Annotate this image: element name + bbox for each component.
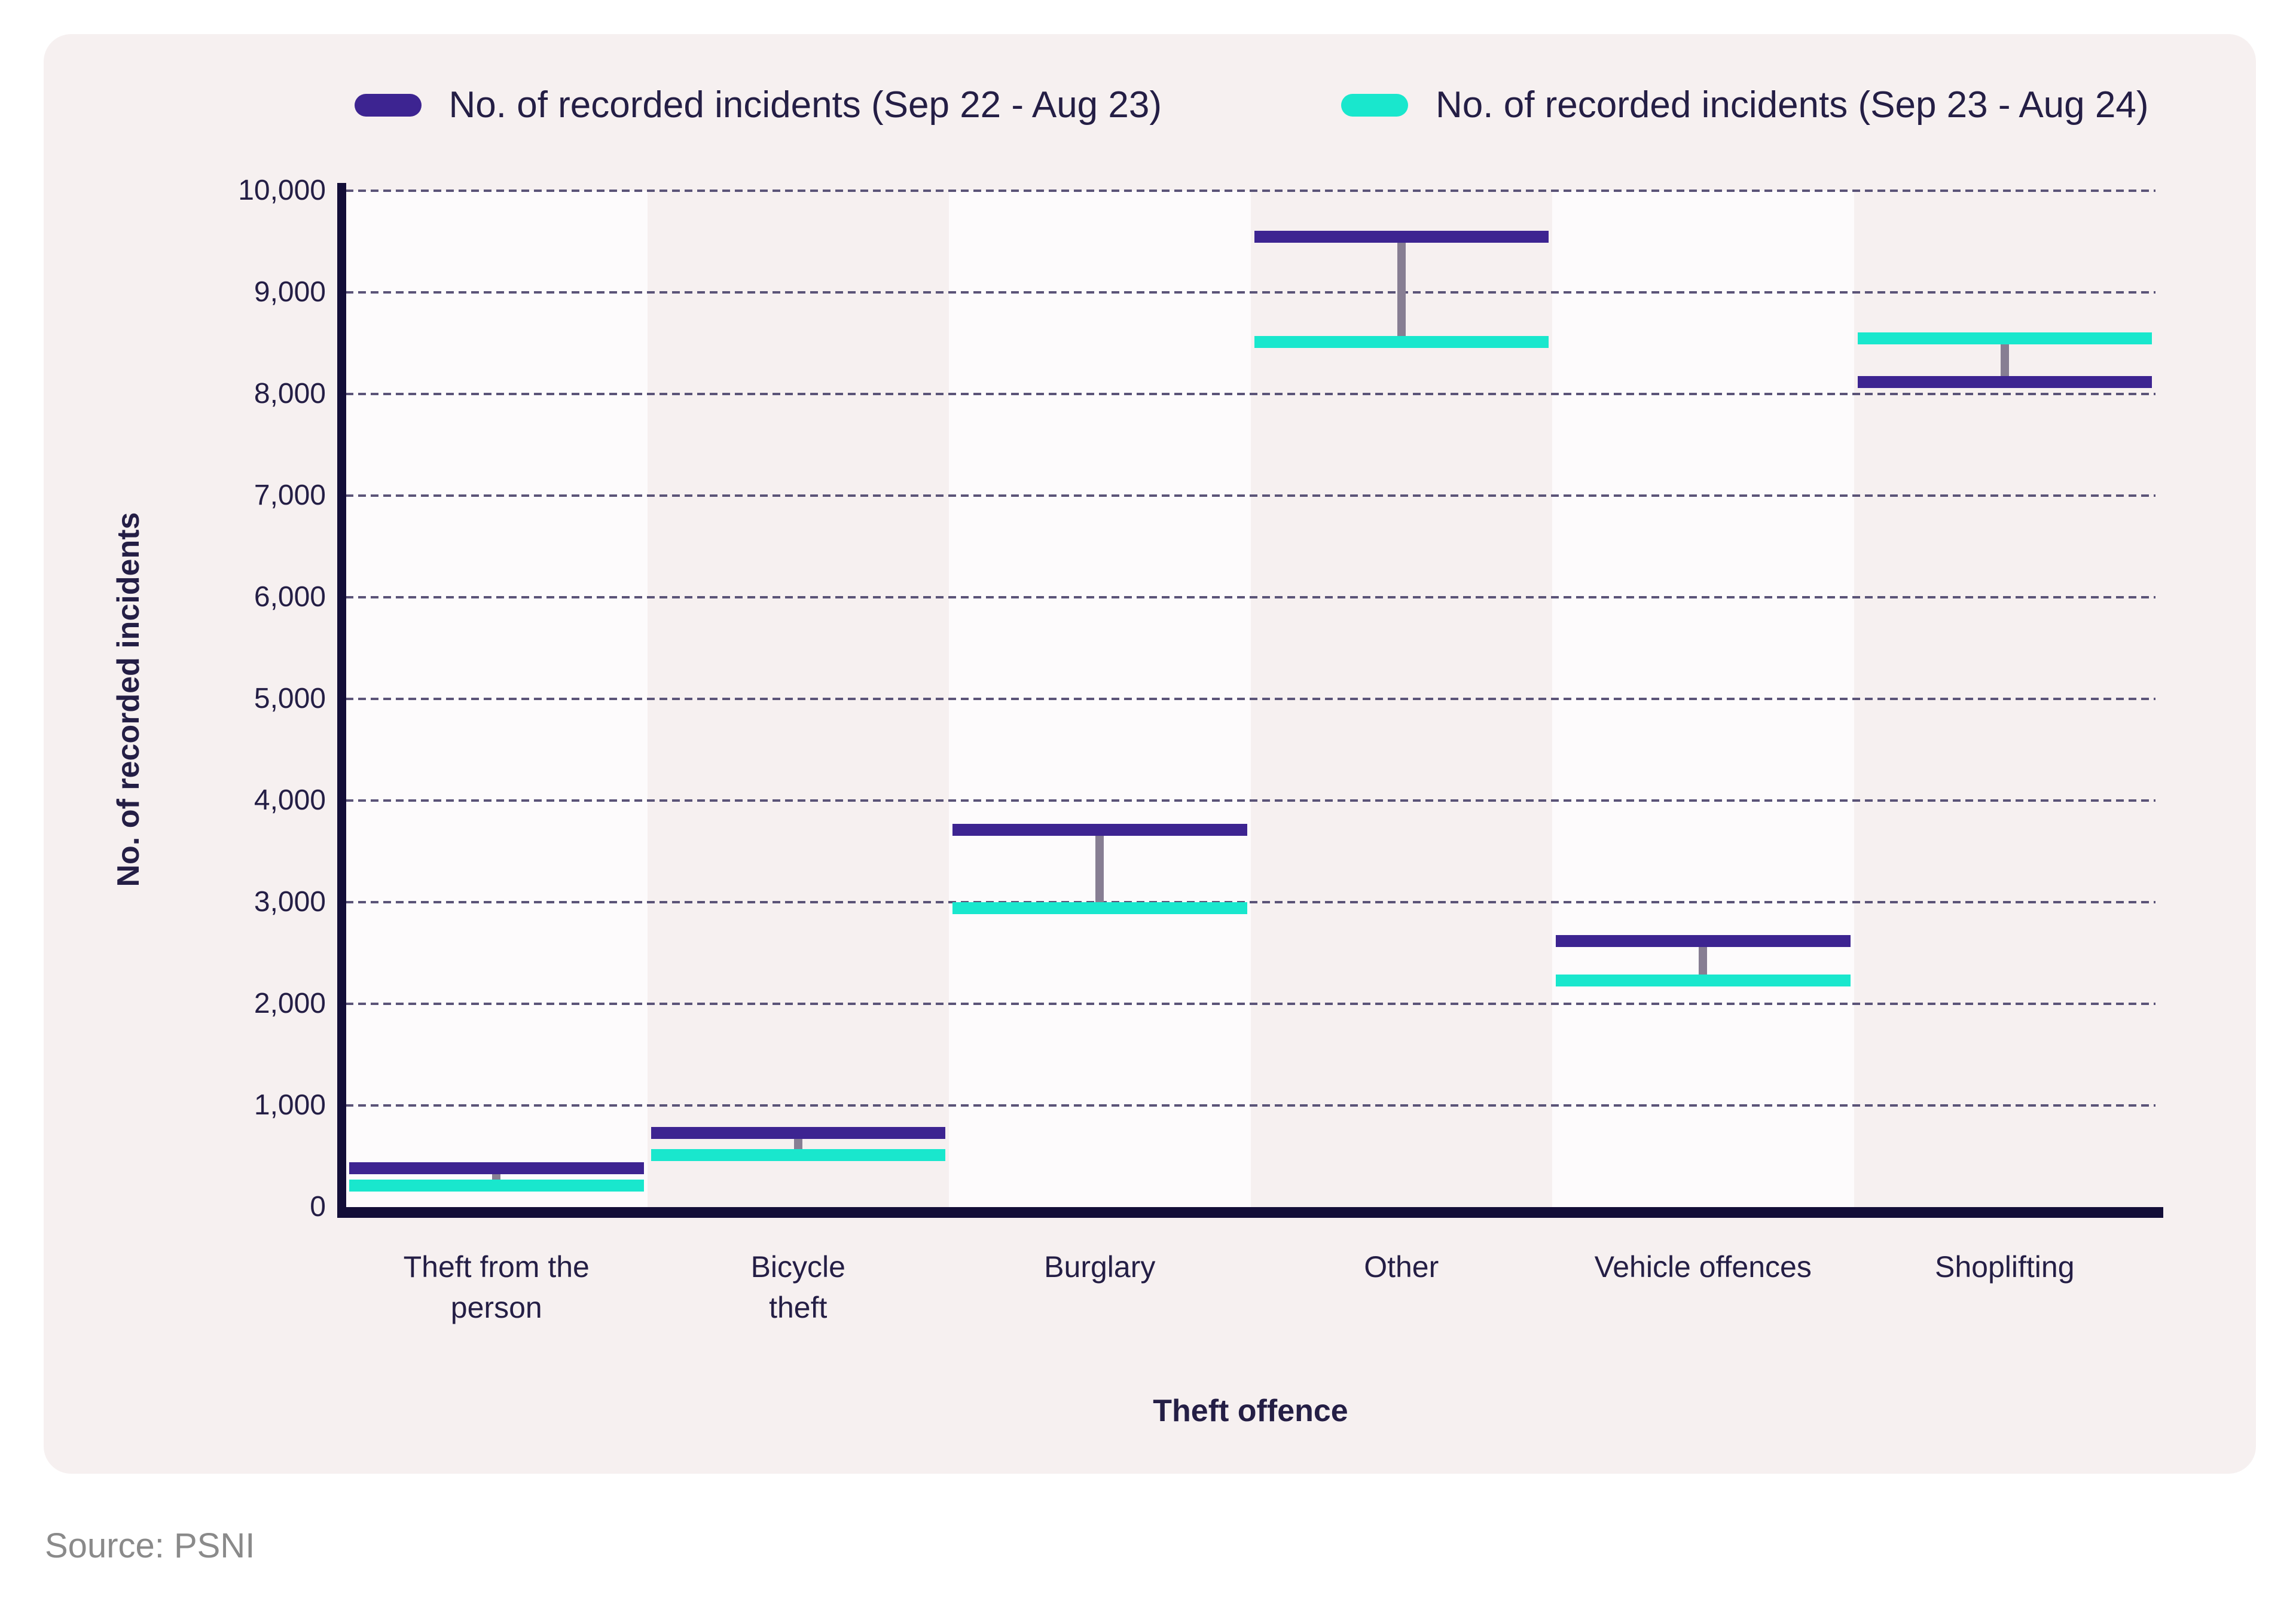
chart-legend: No. of recorded incidents (Sep 22 - Aug … [346, 84, 2157, 126]
connector-line [2000, 344, 2009, 376]
bar-sep22-aug23 [1556, 934, 1851, 947]
y-tick-label: 9,000 [254, 276, 326, 308]
gridline-5000 [346, 698, 2155, 700]
bar-sep23-aug24 [1857, 332, 2152, 344]
y-tick-label: 4,000 [254, 784, 326, 816]
bar-sep22-aug23 [349, 1162, 644, 1175]
connector-line [492, 1174, 501, 1180]
connector-line [1397, 242, 1406, 337]
y-tick-label: 1,000 [254, 1089, 326, 1121]
y-tick-label: 3,000 [254, 886, 326, 918]
gridline-7000 [346, 494, 2155, 497]
y-tick-label: 10,000 [238, 175, 326, 206]
category-label: Vehicle offences [1594, 1250, 1812, 1284]
bar-sep22-aug23 [651, 1126, 945, 1139]
bar-sep23-aug24 [349, 1180, 644, 1192]
x-axis-title: Theft offence [1153, 1394, 1348, 1428]
connector-line [793, 1138, 802, 1150]
y-tick-label: 5,000 [254, 683, 326, 714]
category-label: Bicycle theft [750, 1250, 845, 1324]
gridline-3000 [346, 901, 2155, 903]
legend-label: No. of recorded incidents (Sep 22 - Aug … [448, 84, 1162, 126]
legend-swatch-purple [354, 93, 422, 117]
y-tick-label: 7,000 [254, 479, 326, 511]
gridline-8000 [346, 393, 2155, 395]
category-label: Other [1364, 1250, 1439, 1284]
gridline-4000 [346, 799, 2155, 802]
bar-sep23-aug24 [1556, 974, 1851, 986]
bar-sep23-aug24 [651, 1149, 945, 1162]
bar-sep22-aug23 [952, 824, 1247, 836]
connector-line [1699, 946, 1708, 975]
legend-swatch-teal [1341, 93, 1408, 117]
legend-item-sep23-aug24: No. of recorded incidents (Sep 23 - Aug … [1341, 84, 2148, 126]
y-tick-label: 0 [310, 1191, 326, 1223]
y-tick-label: 2,000 [254, 988, 326, 1019]
category-label: Theft from the person [403, 1250, 590, 1324]
gridline-10000 [346, 190, 2155, 192]
bar-sep23-aug24 [952, 902, 1247, 915]
legend-label: No. of recorded incidents (Sep 23 - Aug … [1436, 84, 2149, 126]
source-caption: Source: PSNI [45, 1526, 255, 1565]
gridline-6000 [346, 596, 2155, 598]
category-label: Shoplifting [1935, 1250, 2075, 1284]
y-axis-title: No. of recorded incidents [111, 512, 146, 887]
gridline-9000 [346, 291, 2155, 294]
legend-item-sep22-aug23: No. of recorded incidents (Sep 22 - Aug … [354, 84, 1162, 126]
y-tick-label: 8,000 [254, 378, 326, 410]
y-tick-label: 6,000 [254, 581, 326, 613]
x-axis-line [337, 1207, 2163, 1218]
connector-line [1095, 836, 1104, 903]
bar-sep23-aug24 [1254, 336, 1549, 349]
category-label: Burglary [1044, 1250, 1156, 1284]
bar-sep22-aug23 [1254, 230, 1549, 243]
bar-sep22-aug23 [1857, 375, 2152, 388]
gridline-1000 [346, 1104, 2155, 1107]
gridline-2000 [346, 1003, 2155, 1005]
y-axis-line [337, 183, 346, 1218]
